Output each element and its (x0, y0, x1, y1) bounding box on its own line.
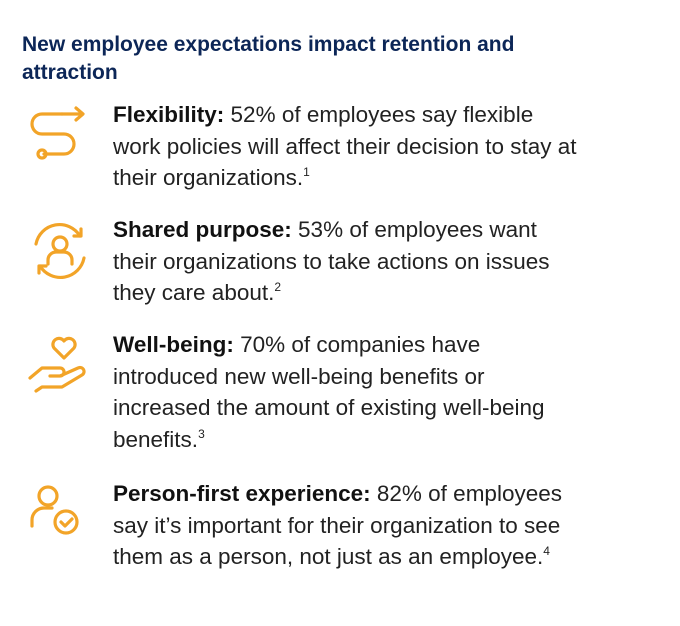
item-label: Flexibility: (113, 102, 225, 127)
item-label: Shared purpose: (113, 217, 292, 242)
footnote: 2 (274, 280, 282, 294)
item: Shared purpose: 53% of employees want th… (113, 214, 583, 309)
item-label: Well-being: (113, 332, 234, 357)
item-text: 82% of employees say it’s important for … (113, 481, 562, 569)
shared-purpose-icon (34, 223, 86, 279)
item-label: Person-first experience: (113, 481, 371, 506)
footnote: 3 (198, 426, 205, 441)
well-being-icon (28, 336, 86, 393)
person-first-icon (30, 485, 79, 535)
footnote: 4 (543, 544, 550, 558)
title: New employee expectations impact retenti… (22, 33, 515, 84)
item: Person-first experience: 82% of employee… (113, 478, 583, 573)
item-text: 70% of companies have introduced new wel… (113, 332, 545, 452)
item-text: 52% of employees say flexible work polic… (113, 102, 577, 190)
item: Well-being: 70% of companies have introd… (113, 329, 583, 455)
footnote: 1 (303, 165, 310, 179)
flexibility-icon (30, 106, 85, 160)
item-text: 53% of employees want their organization… (113, 217, 550, 305)
item: Flexibility: 52% of employees say flexib… (113, 99, 583, 194)
